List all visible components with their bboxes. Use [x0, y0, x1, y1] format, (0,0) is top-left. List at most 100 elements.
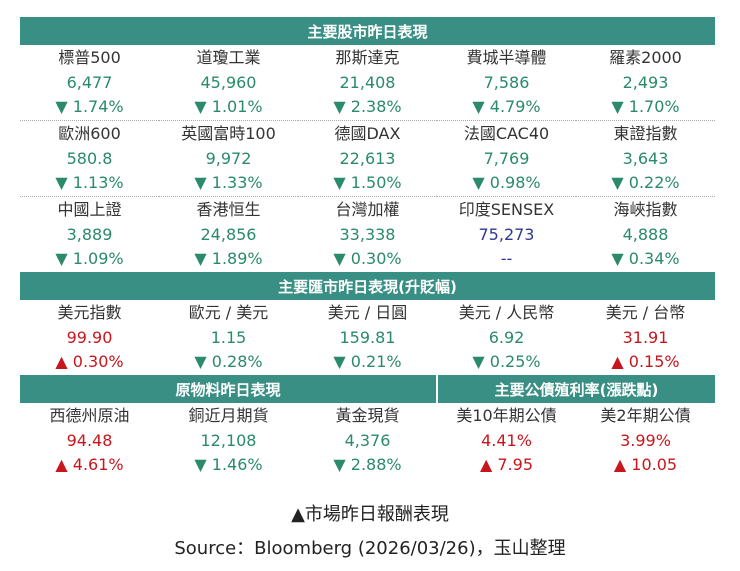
item-value: 21,408 — [339, 72, 396, 92]
item-name: 印度SENSEX — [458, 200, 555, 219]
item-value: 22,613 — [339, 148, 396, 168]
section-title: 主要股市昨日表現 — [20, 17, 716, 45]
item-change: ▼ 0.28% — [194, 352, 263, 371]
item-change: ▼ 2.88% — [333, 455, 402, 474]
cell: 美10年期公債 4.41% ▲ 7.95 — [437, 403, 576, 478]
item-change: ▼ 1.13% — [55, 173, 124, 192]
cell: 美元 / 人民幣 6.92 ▼ 0.25% — [437, 300, 576, 375]
item-name: 美元指數 — [57, 303, 122, 322]
item-change: ▼ 1.33% — [194, 173, 263, 192]
cell: 美元 / 日圓 159.81 ▼ 0.21% — [298, 300, 437, 375]
cell: 東證指數 3,643 ▼ 0.22% — [576, 120, 716, 197]
item-name: 美元 / 人民幣 — [458, 303, 555, 322]
item-value: 4,888 — [622, 224, 669, 244]
market-table: 主要股市昨日表現標普500 6,477 ▼ 1.74% 道瓊工業 45,960 ▼ 1.0… — [20, 17, 716, 478]
item-name: 德國DAX — [334, 124, 401, 143]
cell: 英國富時100 9,972 ▼ 1.33% — [159, 120, 298, 197]
item-row: 歐洲600 580.8 ▼ 1.13% 英國富時100 9,972 ▼ 1.33% 德國DA… — [20, 120, 716, 197]
cell: 費城半導體 7,586 ▼ 4.79% — [437, 45, 576, 121]
item-name: 香港恒生 — [196, 200, 261, 219]
cell: 那斯達克 21,408 ▼ 2.38% — [298, 45, 437, 121]
item-row: 中國上證 3,889 ▼ 1.09% 香港恒生 24,856 ▼ 1.89% 台灣加權 33,… — [20, 197, 715, 273]
item-row: 美元指數 99.90 ▲ 0.30% 歐元 / 美元 1.15 ▼ 0.28% 美元 / 日… — [20, 300, 715, 375]
item-name: 美元 / 台幣 — [605, 303, 686, 322]
item-value: 33,338 — [339, 224, 396, 244]
item-change: ▼ 2.38% — [333, 97, 402, 116]
item-change: ▼ 1.09% — [55, 249, 124, 268]
item-change: ▼ 0.21% — [333, 352, 402, 371]
section-title: 原物料昨日表現 — [20, 375, 437, 403]
item-value: 580.8 — [66, 148, 113, 168]
item-name: 標普500 — [58, 48, 121, 67]
item-change: ▼ 1.46% — [194, 455, 263, 474]
cell: 歐元 / 美元 1.15 ▼ 0.28% — [159, 300, 298, 375]
item-name: 費城半導體 — [466, 48, 547, 67]
item-value: 6.92 — [488, 327, 525, 347]
item-change: ▼ 0.22% — [611, 173, 680, 192]
item-name: 歐元 / 美元 — [188, 303, 269, 322]
cell: 美元指數 99.90 ▲ 0.30% — [20, 300, 159, 375]
item-name: 法國CAC40 — [463, 124, 550, 143]
item-change: ▲ 10.05 — [613, 455, 678, 474]
item-change: ▲ 7.95 — [479, 455, 533, 474]
cell: 西德州原油 94.48 ▲ 4.61% — [20, 403, 159, 478]
item-row: 西德州原油 94.48 ▲ 4.61% 銅近月期貨 12,108 ▼ 1.46% 黃金現貨 4… — [20, 403, 715, 478]
item-value: 94.48 — [66, 430, 113, 450]
header-row: 原物料昨日表現 主要公債殖利率(漲跌點) — [20, 375, 716, 403]
section-title: 主要公債殖利率(漲跌點) — [435, 375, 716, 403]
cell: 海峽指數 4,888 ▼ 0.34% — [576, 197, 715, 273]
header-row: 主要股市昨日表現 — [20, 17, 716, 45]
header-row: 主要匯市昨日表現(升貶幅) — [20, 272, 716, 300]
item-row: 標普500 6,477 ▼ 1.74% 道瓊工業 45,960 ▼ 1.01% 那斯達克 21… — [20, 45, 716, 121]
source: Source：Bloomberg (2026/03/26)，玉山整理 — [174, 538, 566, 559]
item-change: ▼ 0.25% — [472, 352, 541, 371]
item-value: 31.91 — [622, 327, 669, 347]
item-change: ▲ 0.15% — [611, 352, 680, 371]
item-name: 美2年期公債 — [600, 406, 691, 425]
table-body: 主要股市昨日表現標普500 6,477 ▼ 1.74% 道瓊工業 45,960 ▼ 1.0… — [20, 17, 716, 478]
item-name: 海峽指數 — [613, 200, 678, 219]
item-value: 4,376 — [344, 430, 391, 450]
item-value: 7,586 — [483, 72, 530, 92]
item-name: 西德州原油 — [49, 406, 130, 425]
item-value: 3,643 — [622, 148, 669, 168]
item-name: 黃金現貨 — [335, 406, 400, 425]
item-change: ▲ 0.30% — [55, 352, 124, 371]
cell: 黃金現貨 4,376 ▼ 2.88% — [298, 403, 437, 478]
item-value: 7,769 — [483, 148, 530, 168]
item-value: 4.41% — [481, 430, 532, 450]
item-change: -- — [500, 249, 513, 268]
cell: 歐洲600 580.8 ▼ 1.13% — [20, 120, 159, 197]
item-value: 45,960 — [200, 72, 257, 92]
item-change: ▼ 0.34% — [611, 249, 680, 268]
item-value: 75,273 — [478, 224, 535, 244]
item-name: 羅素2000 — [609, 48, 682, 67]
item-value: 159.81 — [339, 327, 396, 347]
cell: 中國上證 3,889 ▼ 1.09% — [20, 197, 159, 273]
item-change: ▼ 0.98% — [472, 173, 541, 192]
item-name: 歐洲600 — [58, 124, 121, 143]
cell: 銅近月期貨 12,108 ▼ 1.46% — [159, 403, 298, 478]
item-value: 9,972 — [205, 148, 252, 168]
cell: 羅素2000 2,493 ▼ 1.70% — [576, 45, 716, 121]
item-change: ▼ 1.74% — [55, 97, 124, 116]
cell: 台灣加權 33,338 ▼ 0.30% — [298, 197, 437, 273]
item-name: 中國上證 — [57, 200, 122, 219]
cell: 美元 / 台幣 31.91 ▲ 0.15% — [576, 300, 715, 375]
cell: 美2年期公債 3.99% ▲ 10.05 — [576, 403, 715, 478]
item-name: 美元 / 日圓 — [327, 303, 408, 322]
item-change: ▼ 1.01% — [194, 97, 263, 116]
item-name: 道瓊工業 — [196, 48, 261, 67]
item-value: 3.99% — [620, 430, 671, 450]
item-name: 美10年期公債 — [456, 406, 557, 425]
item-name: 英國富時100 — [181, 124, 276, 143]
cell: 道瓊工業 45,960 ▼ 1.01% — [159, 45, 298, 121]
item-value: 6,477 — [66, 72, 113, 92]
item-change: ▼ 1.89% — [194, 249, 263, 268]
item-value: 12,108 — [200, 430, 257, 450]
cell: 德國DAX 22,613 ▼ 1.50% — [298, 120, 437, 197]
item-value: 3,889 — [66, 224, 113, 244]
item-change: ▼ 1.50% — [333, 173, 402, 192]
section-title: 主要匯市昨日表現(升貶幅) — [20, 272, 716, 300]
